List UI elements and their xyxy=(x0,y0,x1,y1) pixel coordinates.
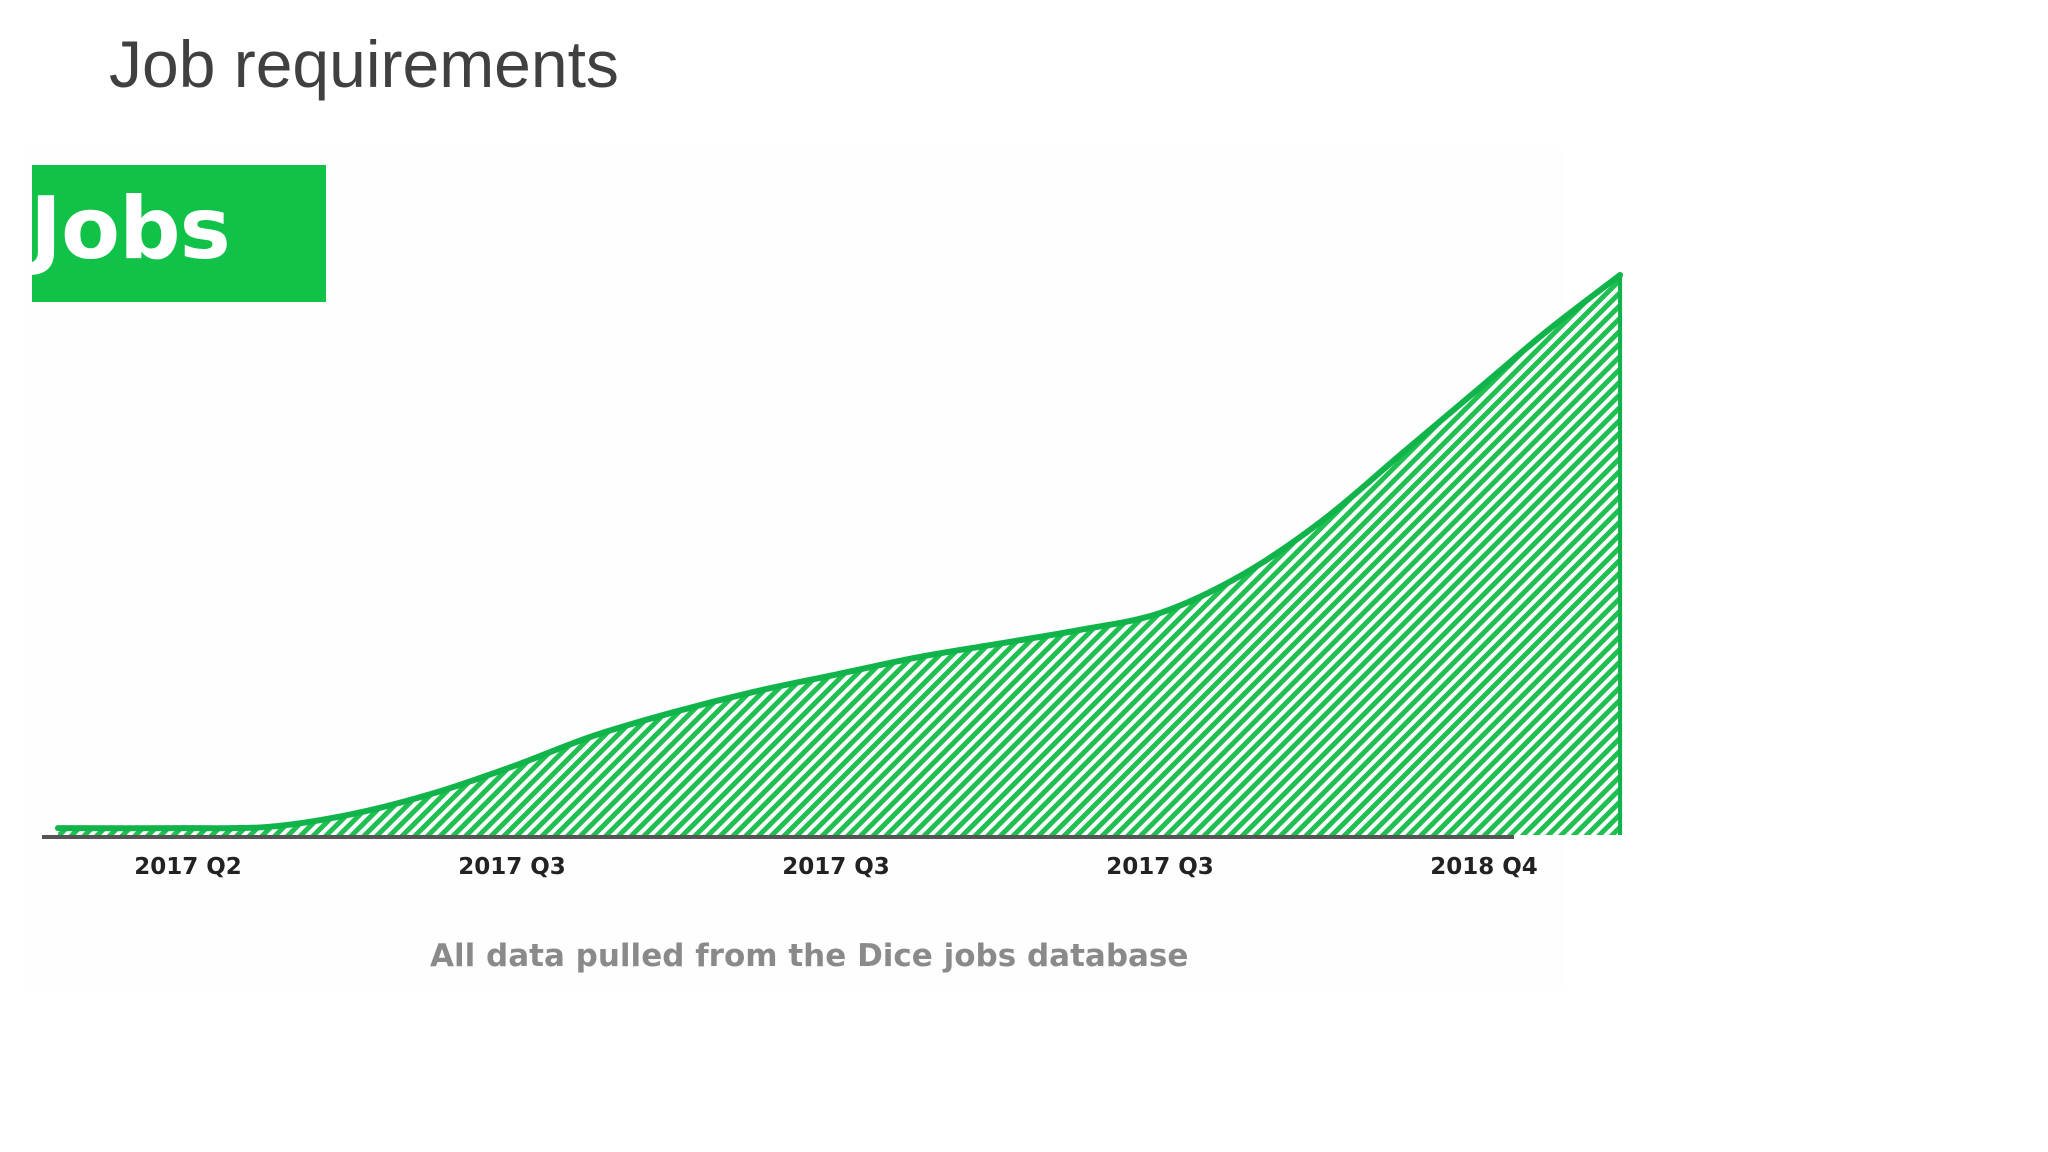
chart-caption: All data pulled from the Dice jobs datab… xyxy=(430,938,1189,974)
x-tick-label: 2017 Q2 xyxy=(134,854,242,880)
chart-title-badge: Jobs xyxy=(32,165,326,302)
x-tick-label: 2017 Q3 xyxy=(458,854,566,880)
x-tick-label: 2017 Q3 xyxy=(1106,854,1214,880)
chart-title: Jobs xyxy=(32,179,231,279)
x-tick-label: 2018 Q4 xyxy=(1430,854,1538,880)
slide-title: Job requirements xyxy=(109,27,619,101)
x-tick-label: 2017 Q3 xyxy=(782,854,890,880)
